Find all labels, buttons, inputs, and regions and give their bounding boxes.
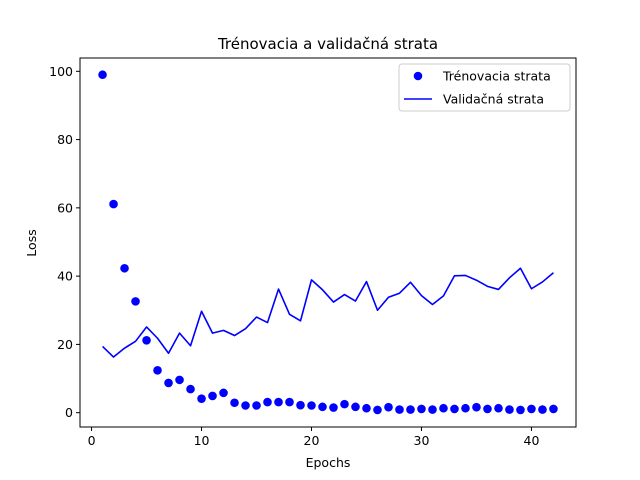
- data-point-training: [274, 397, 283, 407]
- y-tick-label: 40: [57, 269, 73, 284]
- data-point-training: [417, 404, 426, 414]
- data-point-training: [461, 403, 470, 413]
- data-point-training: [186, 384, 195, 394]
- data-point-training: [285, 397, 294, 407]
- data-point-training: [230, 398, 239, 408]
- data-point-training: [373, 405, 382, 415]
- data-point-training: [351, 402, 360, 412]
- data-point-training: [494, 403, 503, 413]
- x-tick-label: 30: [414, 433, 430, 448]
- data-point-training: [241, 401, 250, 410]
- data-point-training: [472, 402, 481, 412]
- series-line-validation: [101, 267, 554, 358]
- data-point-training: [318, 402, 327, 412]
- data-point-training: [340, 399, 349, 409]
- y-tick-label: 60: [57, 200, 73, 215]
- y-tick-label: 80: [57, 132, 73, 147]
- data-point-training: [516, 405, 525, 415]
- x-tick-label: 20: [304, 433, 320, 448]
- legend-box: [398, 63, 571, 112]
- data-point-training: [527, 404, 536, 414]
- data-point-training: [406, 405, 415, 414]
- plot-area: [98, 70, 558, 415]
- data-point-training: [109, 199, 118, 209]
- chart-title: Trénovacia a validačná strata: [217, 35, 438, 53]
- data-point-training: [131, 297, 140, 306]
- data-point-training: [252, 401, 261, 410]
- data-point-training: [164, 378, 173, 388]
- data-point-training: [120, 263, 129, 273]
- data-point-training: [219, 388, 228, 398]
- data-point-training: [197, 394, 206, 403]
- data-point-training: [362, 403, 371, 413]
- axis-ticks: 0 10 20 30 40 0 20 40 60 80 100: [49, 64, 539, 448]
- data-point-training: [439, 403, 448, 413]
- data-point-training: [98, 70, 107, 80]
- data-point-training: [538, 405, 547, 414]
- legend-label: Trénovacia strata: [442, 69, 551, 84]
- legend: Trénovacia strata Validačná strata: [398, 63, 571, 112]
- data-point-training: [329, 403, 338, 412]
- data-point-training: [428, 405, 437, 414]
- y-tick-label: 0: [65, 405, 73, 420]
- data-point-training: [483, 404, 492, 414]
- y-tick-label: 100: [49, 64, 73, 79]
- data-point-training: [142, 336, 151, 345]
- x-tick-label: 10: [194, 433, 210, 448]
- legend-label: Validačná strata: [443, 92, 544, 107]
- x-axis-label: Epochs: [306, 455, 351, 470]
- data-point-training: [450, 404, 459, 414]
- x-tick-label: 0: [88, 433, 96, 448]
- data-point-training: [505, 405, 514, 414]
- data-point-training: [307, 401, 316, 410]
- x-tick-label: 40: [524, 433, 540, 448]
- legend-swatch-training: [413, 71, 423, 81]
- data-point-training: [296, 400, 305, 410]
- y-tick-label: 20: [57, 337, 73, 352]
- data-point-training: [208, 391, 217, 401]
- data-point-training: [395, 405, 404, 414]
- data-point-training: [153, 366, 162, 375]
- data-point-training: [263, 397, 272, 407]
- data-point-training: [175, 375, 184, 385]
- y-axis-label: Loss: [24, 229, 39, 256]
- axes-frame: [79, 57, 577, 428]
- data-point-training: [384, 402, 393, 412]
- data-point-training: [549, 404, 558, 414]
